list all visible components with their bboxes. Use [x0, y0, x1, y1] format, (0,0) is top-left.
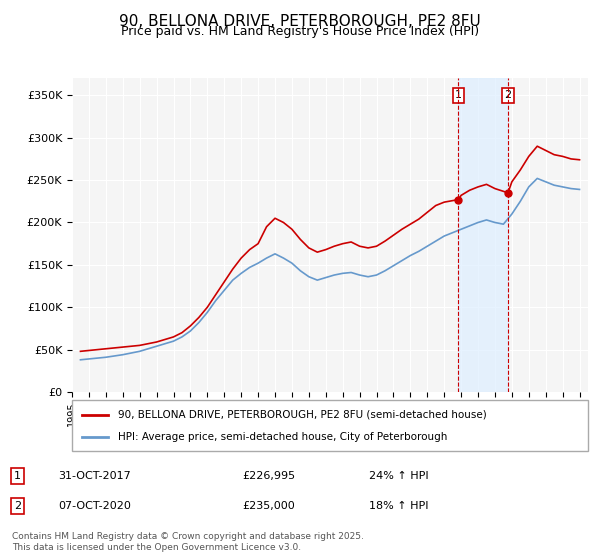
Text: 24% ↑ HPI: 24% ↑ HPI [369, 471, 429, 481]
Text: Contains HM Land Registry data © Crown copyright and database right 2025.
This d: Contains HM Land Registry data © Crown c… [12, 532, 364, 552]
Text: 31-OCT-2017: 31-OCT-2017 [58, 471, 131, 481]
Text: 1: 1 [14, 471, 21, 481]
Text: £226,995: £226,995 [242, 471, 296, 481]
Text: 1: 1 [455, 90, 462, 100]
Text: 18% ↑ HPI: 18% ↑ HPI [369, 501, 428, 511]
Text: 90, BELLONA DRIVE, PETERBOROUGH, PE2 8FU (semi-detached house): 90, BELLONA DRIVE, PETERBOROUGH, PE2 8FU… [118, 409, 487, 419]
Text: 2: 2 [14, 501, 22, 511]
Text: 90, BELLONA DRIVE, PETERBOROUGH, PE2 8FU: 90, BELLONA DRIVE, PETERBOROUGH, PE2 8FU [119, 14, 481, 29]
Text: 2: 2 [505, 90, 512, 100]
Text: 07-OCT-2020: 07-OCT-2020 [58, 501, 131, 511]
Text: £235,000: £235,000 [242, 501, 295, 511]
FancyBboxPatch shape [72, 400, 588, 451]
Text: HPI: Average price, semi-detached house, City of Peterborough: HPI: Average price, semi-detached house,… [118, 432, 448, 442]
Text: Price paid vs. HM Land Registry's House Price Index (HPI): Price paid vs. HM Land Registry's House … [121, 25, 479, 38]
Bar [458, 78, 508, 392]
